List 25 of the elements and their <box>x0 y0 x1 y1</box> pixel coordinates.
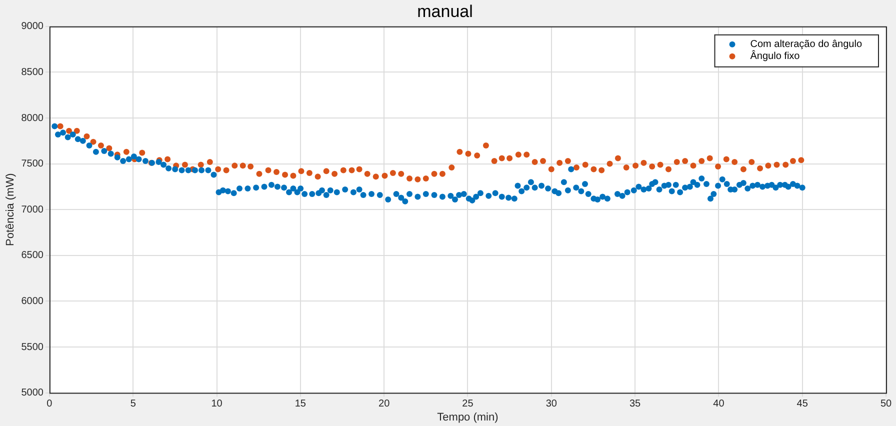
y-tick-label: 7500 <box>21 158 44 170</box>
x-tick-label: 30 <box>546 398 558 410</box>
y-tick-label: 8500 <box>21 66 44 78</box>
y-tick-label: 7000 <box>21 204 44 216</box>
x-axis-title: Tempo (min) <box>437 411 498 424</box>
y-tick-label: 5500 <box>21 342 44 353</box>
x-tick-label: 40 <box>713 398 725 410</box>
legend-label: Ângulo fixo <box>750 50 800 62</box>
y-tick-label: 5000 <box>21 388 44 399</box>
x-tick-label: 5 <box>130 398 136 410</box>
x-tick-label: 50 <box>880 398 892 410</box>
chart-title: manual <box>417 2 473 21</box>
x-tick-label: 25 <box>462 398 474 410</box>
x-tick-label: 15 <box>294 398 306 410</box>
y-tick-label: 9000 <box>21 21 44 32</box>
x-tick-label: 20 <box>378 398 390 410</box>
x-tick-label: 0 <box>46 398 53 410</box>
y-tick-label: 6500 <box>21 250 44 262</box>
y-tick-label: 6000 <box>21 296 44 307</box>
x-tick-label: 10 <box>211 398 223 410</box>
x-tick-label: 45 <box>796 398 808 410</box>
y-axis-title: Potência (mW) <box>4 173 17 246</box>
x-tick-label: 35 <box>629 398 642 410</box>
legend-label: Com alteração do ângulo <box>750 39 862 50</box>
y-tick-label: 8000 <box>21 112 44 124</box>
